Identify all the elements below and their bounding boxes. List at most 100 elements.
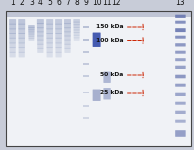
Bar [83, 26, 89, 28]
FancyBboxPatch shape [64, 27, 71, 32]
FancyBboxPatch shape [55, 38, 62, 43]
Bar [83, 63, 89, 65]
Text: 25 kDa: 25 kDa [100, 90, 123, 96]
FancyBboxPatch shape [18, 38, 25, 43]
Bar [83, 105, 89, 107]
Bar [6, 11, 191, 146]
FancyBboxPatch shape [175, 102, 186, 105]
FancyBboxPatch shape [175, 36, 186, 39]
FancyBboxPatch shape [175, 84, 186, 87]
Text: 4: 4 [38, 0, 43, 7]
Bar [6, 11, 191, 16]
FancyBboxPatch shape [28, 31, 35, 33]
FancyBboxPatch shape [74, 24, 80, 28]
FancyBboxPatch shape [74, 35, 80, 38]
Bar [83, 75, 89, 77]
FancyBboxPatch shape [46, 42, 53, 48]
FancyBboxPatch shape [103, 72, 111, 83]
FancyBboxPatch shape [55, 24, 62, 29]
Text: 3: 3 [29, 0, 34, 7]
FancyBboxPatch shape [46, 33, 53, 39]
Text: 5: 5 [47, 0, 52, 7]
FancyBboxPatch shape [28, 25, 35, 28]
FancyBboxPatch shape [93, 90, 100, 101]
FancyBboxPatch shape [74, 32, 80, 36]
FancyBboxPatch shape [37, 36, 44, 40]
FancyBboxPatch shape [18, 19, 25, 25]
FancyBboxPatch shape [47, 47, 53, 53]
FancyBboxPatch shape [18, 33, 25, 39]
FancyBboxPatch shape [74, 37, 80, 41]
FancyBboxPatch shape [55, 47, 62, 53]
FancyBboxPatch shape [37, 19, 44, 24]
FancyBboxPatch shape [175, 43, 186, 46]
FancyBboxPatch shape [37, 44, 43, 49]
FancyBboxPatch shape [9, 42, 16, 48]
FancyBboxPatch shape [46, 24, 53, 29]
FancyBboxPatch shape [74, 27, 80, 30]
FancyBboxPatch shape [55, 33, 62, 39]
FancyBboxPatch shape [28, 27, 35, 30]
FancyBboxPatch shape [29, 36, 34, 39]
Text: 1: 1 [10, 0, 15, 7]
FancyBboxPatch shape [55, 28, 62, 34]
Bar [6, 11, 191, 146]
FancyBboxPatch shape [175, 51, 186, 54]
FancyBboxPatch shape [103, 88, 111, 99]
Text: 100 kDa: 100 kDa [96, 38, 123, 43]
Bar [83, 51, 89, 53]
FancyBboxPatch shape [64, 48, 71, 53]
FancyBboxPatch shape [37, 32, 44, 36]
FancyBboxPatch shape [9, 38, 16, 43]
FancyBboxPatch shape [175, 58, 186, 61]
FancyBboxPatch shape [175, 28, 186, 32]
FancyBboxPatch shape [10, 47, 16, 53]
FancyBboxPatch shape [175, 130, 186, 137]
FancyBboxPatch shape [19, 52, 25, 57]
FancyBboxPatch shape [10, 52, 16, 57]
Text: 6: 6 [56, 0, 61, 7]
FancyBboxPatch shape [28, 34, 35, 37]
Bar [83, 92, 89, 93]
FancyBboxPatch shape [9, 19, 16, 25]
Text: 11: 11 [102, 0, 112, 7]
FancyBboxPatch shape [28, 29, 35, 32]
FancyBboxPatch shape [9, 28, 16, 34]
Bar [83, 117, 89, 119]
FancyBboxPatch shape [175, 75, 186, 78]
FancyBboxPatch shape [9, 33, 16, 39]
FancyBboxPatch shape [73, 22, 80, 25]
FancyBboxPatch shape [28, 33, 35, 35]
FancyBboxPatch shape [175, 120, 186, 123]
FancyBboxPatch shape [9, 24, 16, 29]
FancyBboxPatch shape [73, 19, 80, 22]
FancyBboxPatch shape [175, 66, 186, 69]
FancyBboxPatch shape [19, 47, 25, 53]
FancyBboxPatch shape [55, 19, 62, 25]
Text: 50 kDa: 50 kDa [100, 72, 123, 78]
FancyBboxPatch shape [29, 38, 34, 41]
FancyBboxPatch shape [175, 93, 186, 96]
Text: 13: 13 [176, 0, 185, 7]
FancyBboxPatch shape [64, 19, 71, 24]
Text: 7: 7 [65, 0, 70, 7]
Bar [83, 39, 89, 41]
FancyBboxPatch shape [93, 33, 100, 47]
FancyBboxPatch shape [37, 40, 44, 45]
FancyBboxPatch shape [74, 30, 80, 33]
FancyBboxPatch shape [46, 28, 53, 34]
FancyBboxPatch shape [37, 27, 44, 32]
FancyBboxPatch shape [64, 40, 71, 45]
Text: 2: 2 [19, 0, 24, 7]
FancyBboxPatch shape [37, 48, 43, 53]
FancyBboxPatch shape [55, 42, 62, 48]
FancyBboxPatch shape [18, 28, 25, 34]
Text: 9: 9 [83, 0, 88, 7]
FancyBboxPatch shape [64, 32, 71, 36]
Text: 8: 8 [74, 0, 79, 7]
FancyBboxPatch shape [46, 19, 53, 25]
FancyBboxPatch shape [175, 21, 186, 24]
FancyBboxPatch shape [64, 23, 71, 28]
Text: 12: 12 [112, 0, 121, 7]
FancyBboxPatch shape [64, 44, 71, 49]
